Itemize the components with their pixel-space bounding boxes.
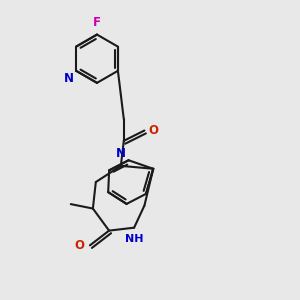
Text: N: N <box>64 72 74 85</box>
Text: NH: NH <box>125 234 143 244</box>
Text: F: F <box>93 16 101 29</box>
Text: O: O <box>75 239 85 252</box>
Text: O: O <box>148 124 158 137</box>
Text: N: N <box>116 147 126 160</box>
